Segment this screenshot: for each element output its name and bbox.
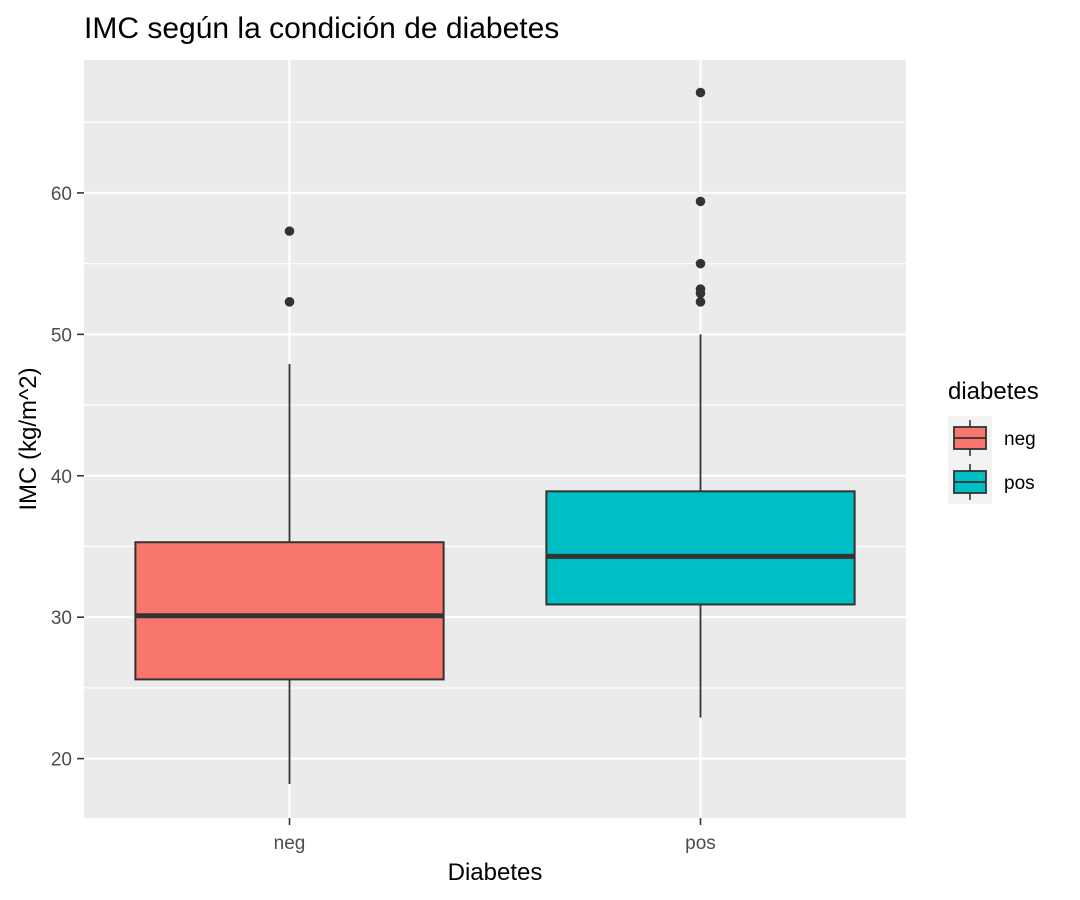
boxes-layer — [134, 87, 856, 785]
legend-title: diabetes — [948, 378, 1039, 405]
outlier-point — [695, 297, 706, 307]
box-group-neg — [134, 226, 445, 785]
x-axis-title: Diabetes — [448, 859, 543, 886]
outlier-point — [284, 226, 295, 236]
outlier-point — [695, 87, 706, 98]
y-axis: 20 30 40 50 60 — [51, 184, 84, 771]
y-tick-label: 40 — [51, 467, 72, 488]
chart-title: IMC según la condición de diabetes — [84, 12, 559, 45]
plot-panel — [84, 60, 906, 818]
x-axis: neg pos — [274, 818, 716, 854]
legend-key-neg: neg — [948, 416, 1036, 460]
y-tick-label: 20 — [51, 750, 72, 771]
legend-label-neg: neg — [1004, 429, 1036, 450]
outlier-point — [695, 284, 706, 294]
y-tick-label: 50 — [51, 325, 72, 346]
outlier-point — [695, 196, 706, 207]
box — [545, 490, 856, 606]
x-tick-label: neg — [274, 833, 306, 854]
outlier-point — [284, 297, 295, 307]
outlier-point — [695, 258, 706, 269]
legend: diabetes neg pos — [948, 378, 1039, 504]
legend-key-pos: pos — [948, 460, 1035, 504]
legend-label-pos: pos — [1004, 473, 1035, 494]
y-axis-title: IMC (kg/m^2) — [15, 367, 42, 510]
box — [134, 541, 445, 681]
x-tick-label: pos — [685, 833, 716, 854]
y-tick-label: 60 — [51, 184, 72, 205]
box-group-pos — [545, 87, 856, 718]
y-tick-label: 30 — [51, 608, 72, 629]
